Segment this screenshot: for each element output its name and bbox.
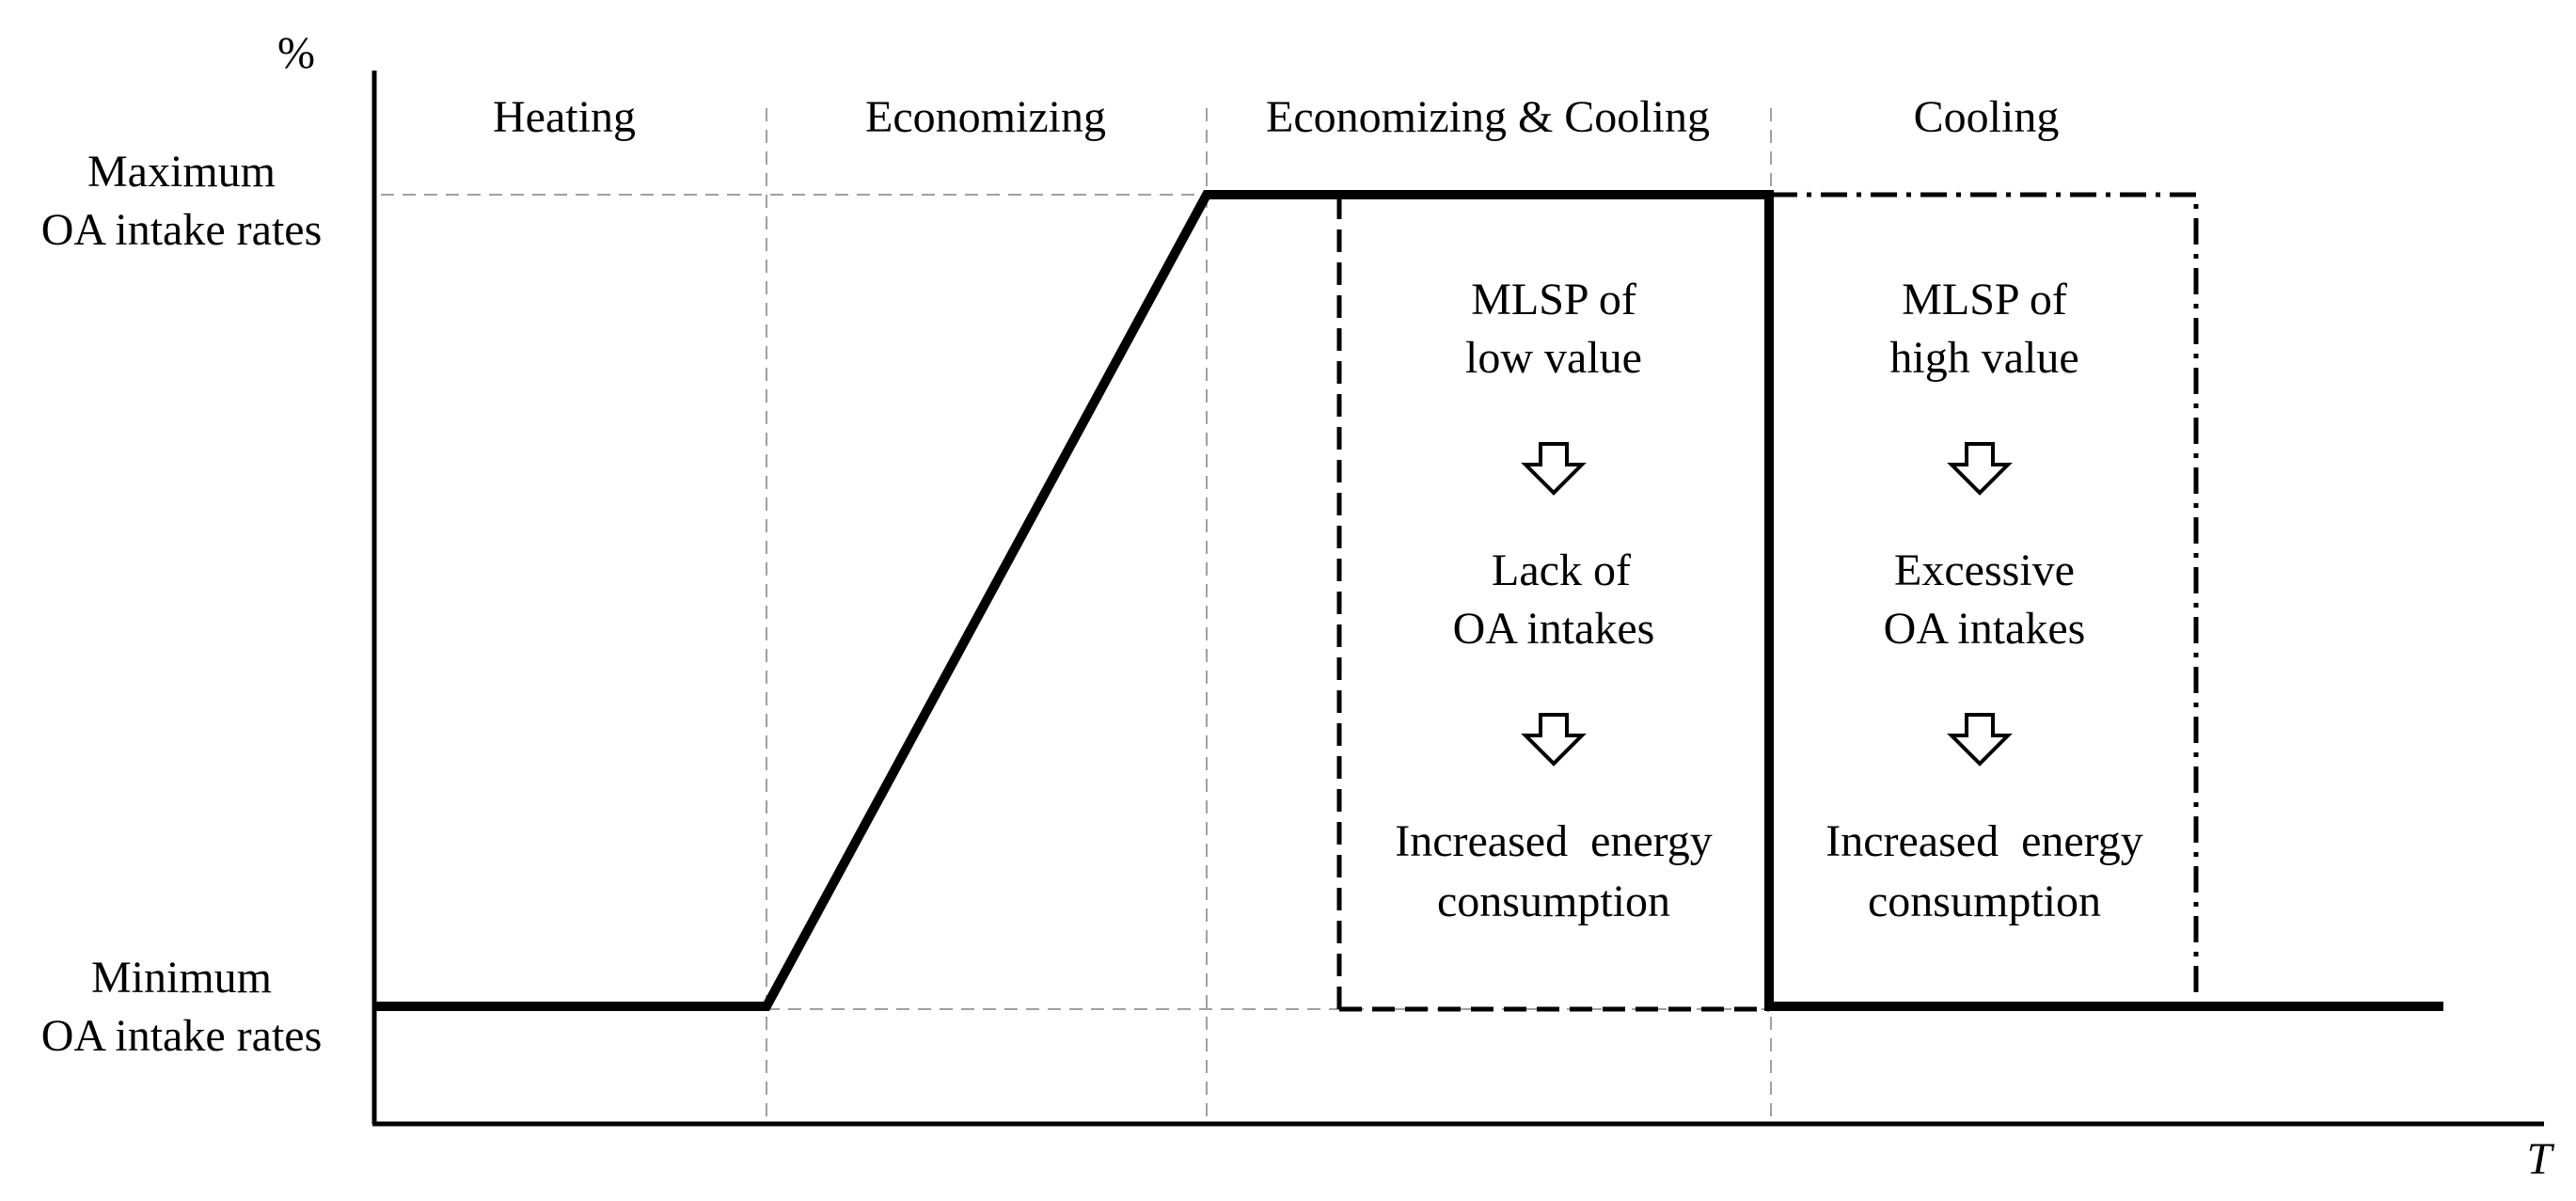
high-mlsp-result-line2: consumption [1868, 877, 2101, 926]
region-label-heating: Heating [493, 92, 636, 142]
down-arrow-icon [1947, 442, 2013, 496]
high-mlsp-boundary [1771, 192, 2199, 1006]
high-mlsp-cause-line2: high value [1889, 333, 2078, 383]
max-label-line2: OA intake rates [41, 205, 323, 255]
min-label-line2: OA intake rates [41, 1011, 323, 1061]
economizer-profile-line [374, 190, 2443, 1011]
low-mlsp-effect-line1: Lack of [1492, 545, 1631, 595]
high-mlsp-effect-line1: Excessive [1894, 545, 2075, 595]
down-arrow-icon [1521, 713, 1587, 766]
low-mlsp-result-line1: Increased energy [1395, 816, 1713, 866]
region-label-economizing: Economizing [865, 92, 1106, 142]
max-label-line1: Maximum [87, 147, 276, 197]
low-mlsp-result-line2: consumption [1437, 877, 1670, 926]
high-mlsp-cause-line1: MLSP of [1902, 275, 2067, 324]
region-label-cooling: Cooling [1914, 92, 2060, 142]
y-axis-unit: % [277, 28, 315, 78]
x-axis-label: T [2527, 1134, 2555, 1184]
region-label-economizing-cooling: Economizing & Cooling [1266, 92, 1710, 142]
down-arrow-icon [1947, 713, 2013, 766]
high-mlsp-effect-line2: OA intakes [1884, 604, 2086, 654]
high-mlsp-result-line1: Increased energy [1825, 816, 2143, 866]
down-arrow-icon [1521, 442, 1587, 496]
min-label-line1: Minimum [91, 953, 272, 1003]
low-mlsp-cause-line2: low value [1465, 333, 1642, 383]
low-mlsp-effect-line2: OA intakes [1453, 604, 1655, 654]
low-mlsp-cause-line1: MLSP of [1471, 275, 1636, 324]
